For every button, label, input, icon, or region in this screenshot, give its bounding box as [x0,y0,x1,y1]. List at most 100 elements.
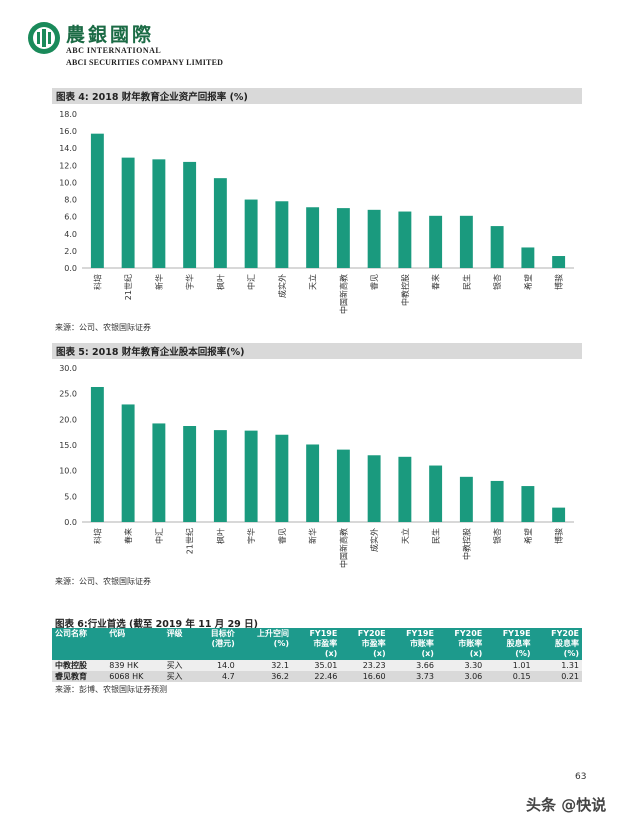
chart4-title: 图表 4: 2018 财年教育企业资产回报率 (%) [56,92,248,103]
roe-bar [429,465,443,522]
table-header-cell: 目标价 (港元) [210,629,235,648]
roa-category-label: 科培 [92,274,102,290]
roe-category-label: 希望 [523,528,533,544]
roe-category-label: 银杏 [492,528,502,544]
table-cell: 36.2 [271,672,289,681]
table-header-cell: 评级 [166,629,183,638]
roe-category-label: 中教控股 [461,528,471,560]
table-cell: 0.21 [561,672,579,681]
table-cell: 32.1 [271,661,289,670]
roa-bar [275,201,289,268]
table-cell: 23.23 [362,661,386,670]
table-header-cell: 公司名称 [55,629,87,638]
roa-category-label: 春来 [431,274,441,290]
table-source: 来源：彭博、农银国际证券预测 [55,685,167,694]
roa-bar [398,211,412,268]
roa-ytick-label: 8.0 [64,196,77,205]
roa-bar [429,215,443,268]
roa-category-label: 21世纪 [123,274,133,300]
roe-bar [490,480,504,522]
roa-bar [183,161,197,268]
table-header-cell: 代码 [109,629,126,638]
table-header-cell: FY19E 市账率 (x) [406,629,434,658]
table-cell: 22.46 [314,672,338,681]
roe-bar [121,404,135,522]
roa-bar [521,247,535,268]
top-picks-table: 公司名称 代码 评级 目标价 (港元) 上升空间 (%) FY19E 市盈率 (x) FY20E 市盈… [52,628,582,682]
roe-category-label: 成实外 [369,528,379,552]
chart5-source: 来源：公司、农银国际证券 [55,577,151,586]
table-header-cell: FY20E 市账率 (x) [454,629,483,658]
roe-bar [306,444,320,522]
table-cell: 3.06 [464,672,483,681]
table-cell: 睿见教育 [55,672,87,681]
brand-name-en: ABC INTERNATIONAL [66,46,162,55]
roa-category-label: 博骏 [554,274,564,290]
table-header-cell: FY19E 股息率 (%) [502,629,531,658]
table-title: 图表 6:行业首选 (截至 2019 年 11 月 29 日) [55,619,258,630]
roe-bar [398,456,412,522]
roa-bar [552,256,566,268]
table-cell: 4.7 [222,672,235,681]
table-header-cell: FY19E 市盈率 (x) [309,629,338,658]
table-cell: 1.01 [512,661,531,670]
table-cell: 3.30 [464,661,483,670]
table-cell: 839 HK [109,661,139,670]
roa-category-label: 中汇 [246,274,256,290]
roe-bar [152,423,166,522]
roa-category-label: 新华 [154,274,164,290]
roa-ytick-label: 2.0 [64,247,77,256]
roe-ytick-label: 25.0 [59,390,77,399]
roa-category-label: 睿见 [370,274,379,290]
table-header-row: 公司名称 代码 评级 目标价 (港元) 上升空间 (%) FY19E 市盈率 (x) FY20E 市盈… [52,628,582,660]
table-header-cell: FY20E 市盈率 (x) [357,629,386,658]
roa-category-label: 银杏 [492,274,502,290]
roe-ytick-label: 30.0 [59,364,77,373]
roa-bar [490,226,504,268]
roa-category-label: 成实外 [277,274,287,298]
roe-bar [90,386,104,522]
roe-category-label: 枫叶 [215,528,225,544]
roa-category-label: 宇华 [185,274,195,290]
roe-bar [336,449,350,522]
table-cell: 6068 HK [109,672,144,681]
roe-bar [459,476,473,522]
roe-category-label: 博骏 [554,528,564,544]
roe-bar [213,430,227,522]
abc-logo-icon [28,22,60,54]
roe-category-label: 中汇 [154,528,164,544]
table-cell: 14.0 [216,661,235,670]
roa-bar [90,133,104,268]
roa-category-label: 天立 [308,274,318,290]
roa-bar [336,208,350,268]
roa-bar [306,207,320,268]
roe-ytick-label: 10.0 [59,467,77,476]
chart5-title-bar: 图表 5: 2018 财年教育企业股本回报率(%) [52,343,582,359]
roa-bar [121,157,135,268]
roa-bar [244,199,258,268]
roe-category-label: 天立 [400,528,410,544]
roe-category-label: 春来 [123,528,133,544]
roe-bar [552,507,566,522]
roe-category-label: 21世纪 [185,528,195,554]
chart4-title-bar: 图表 4: 2018 财年教育企业资产回报率 (%) [52,88,582,104]
table-header-cell: 上升空间 (%) [257,629,289,648]
roe-bar [521,486,535,522]
roe-bar [367,455,381,522]
roa-ytick-label: 14.0 [59,144,77,153]
roe-ytick-label: 0.0 [64,518,77,527]
chart4-source: 来源：公司、农银国际证券 [55,323,151,332]
roa-ytick-label: 18.0 [59,110,77,119]
roe-ytick-label: 20.0 [59,415,77,424]
roa-ytick-label: 16.0 [59,127,77,136]
roe-category-label: 宇华 [246,528,256,544]
roe-category-label: 睿见 [278,528,287,544]
roe-category-label: 新华 [308,528,318,544]
brand-name-cn: 農銀國際 [66,24,155,46]
roe-bar [244,430,258,522]
roe-ytick-label: 5.0 [64,492,77,501]
roe-bar-chart: 0.0 5.0 10.0 15.0 20.0 25.0 30.0 科培 春来 中汇 21世纪 枫叶 宇华… [59,364,574,568]
roa-category-label: 中国新高教 [338,274,348,314]
table-cell: 1.31 [561,661,579,670]
roe-bar [275,434,289,522]
